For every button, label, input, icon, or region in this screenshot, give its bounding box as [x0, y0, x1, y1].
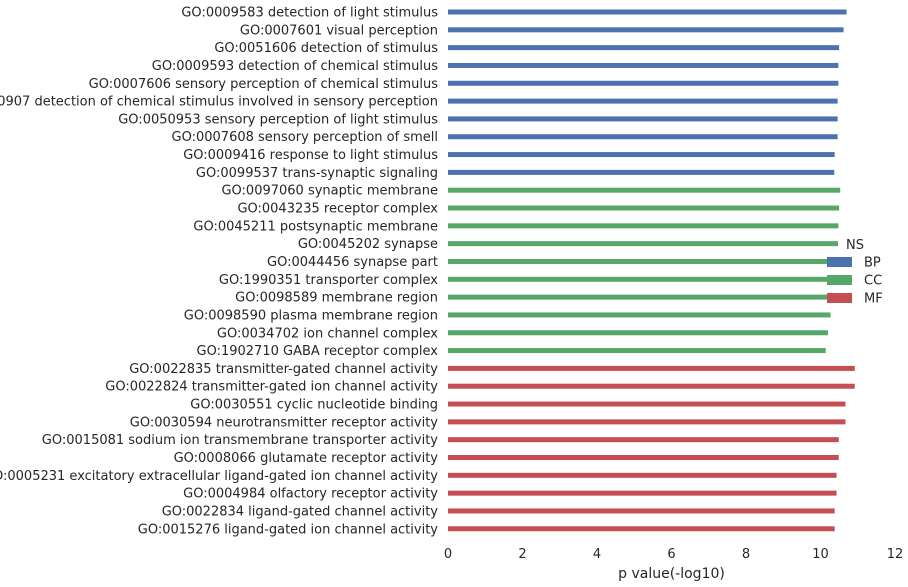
- bar-bp: [448, 152, 835, 158]
- bar-mf: [448, 526, 835, 532]
- bar-cc: [448, 258, 834, 264]
- x-tick-label: 4: [593, 547, 601, 562]
- legend-label-bp: BP: [864, 256, 881, 271]
- x-tick-label: 6: [667, 547, 675, 562]
- category-label: GO:0009593 detection of chemical stimulu…: [152, 59, 438, 74]
- category-label: GO:0034702 ion channel complex: [217, 326, 438, 341]
- bar-mf: [448, 472, 837, 478]
- bar-bp: [448, 169, 835, 175]
- category-label: GO:0098590 plasma membrane region: [184, 308, 438, 323]
- category-label: GO:0030594 neurotransmitter receptor act…: [130, 415, 439, 430]
- bar-mf: [448, 401, 846, 407]
- category-label: GO:0099537 trans-synaptic signaling: [196, 166, 438, 181]
- category-label: GO:0022835 transmitter-gated channel act…: [129, 362, 438, 377]
- category-label: GO:0007601 visual perception: [240, 23, 438, 38]
- bar-mf: [448, 383, 855, 389]
- x-axis-title: p value(-log10): [618, 566, 725, 582]
- bar-cc: [448, 348, 826, 354]
- bar-cc: [448, 276, 834, 282]
- category-label: GO:0022834 ligand-gated channel activity: [162, 504, 439, 519]
- category-label: GO:0015081 sodium ion transmembrane tran…: [42, 433, 438, 448]
- bar-bp: [448, 116, 838, 122]
- bar-cc: [448, 223, 839, 229]
- x-tick-label: 2: [518, 547, 526, 562]
- bar-cc: [448, 205, 840, 211]
- category-label: GO:0005231 excitatory extracellular liga…: [0, 469, 438, 484]
- x-tick-label: 10: [812, 547, 829, 562]
- x-tick-label: 8: [742, 547, 750, 562]
- legend-swatch-bp: [827, 257, 852, 267]
- category-label: GO:0022824 transmitter-gated ion channel…: [105, 380, 438, 395]
- category-label: GO:0097060 synaptic membrane: [221, 184, 438, 199]
- bar-bp: [448, 27, 844, 33]
- category-label: GO:0007606 sensory perception of chemica…: [89, 77, 439, 92]
- bar-bp: [448, 134, 838, 140]
- bar-mf: [448, 508, 835, 514]
- category-label: GO:0015276 ligand-gated ion channel acti…: [138, 522, 439, 537]
- bar-cc: [448, 312, 831, 318]
- category-label: GO:0004984 olfactory receptor activity: [183, 487, 438, 502]
- bar-bp: [448, 98, 838, 104]
- legend-swatch-mf: [827, 293, 852, 303]
- category-label: GO:0008066 glutamate receptor activity: [174, 451, 439, 466]
- category-label: GO:0050953 sensory perception of light s…: [118, 112, 438, 127]
- bar-bp: [448, 45, 840, 51]
- bar-mf: [448, 365, 855, 371]
- category-label: GO:0050907 detection of chemical stimulu…: [0, 95, 438, 110]
- category-label: GO:0045202 synapse: [298, 237, 438, 252]
- x-tick-label: 12: [887, 547, 904, 562]
- bar-bp: [448, 62, 839, 68]
- category-label: GO:0051606 detection of stimulus: [214, 41, 438, 56]
- category-label: GO:0043235 receptor complex: [237, 202, 438, 217]
- bar-bp: [448, 9, 847, 15]
- category-label: GO:0098589 membrane region: [235, 291, 438, 306]
- bar-cc: [448, 294, 832, 300]
- bar-bp: [448, 80, 839, 86]
- bar-cc: [448, 241, 839, 247]
- bar-mf: [448, 455, 839, 460]
- bar-cc: [448, 330, 828, 336]
- x-tick-label: 0: [444, 547, 452, 562]
- category-label: GO:0009583 detection of light stimulus: [181, 6, 438, 21]
- bar-mf: [448, 490, 837, 496]
- legend-label-cc: CC: [864, 274, 882, 289]
- category-label: GO:0045211 postsynaptic membrane: [193, 219, 438, 234]
- bar-mf: [448, 437, 839, 443]
- category-label: GO:0044456 synapse part: [267, 255, 438, 270]
- legend-title: NS: [846, 238, 864, 253]
- bars-layer: [448, 9, 855, 532]
- bar-mf: [448, 419, 846, 425]
- category-label: GO:0007608 sensory perception of smell: [172, 130, 438, 145]
- legend-swatch-cc: [827, 275, 852, 285]
- legend: NS BP CC MF: [827, 238, 883, 307]
- bar-cc: [448, 187, 841, 193]
- category-label: GO:1902710 GABA receptor complex: [197, 344, 439, 359]
- category-labels: GO:0009583 detection of light stimulus GO…: [0, 6, 438, 538]
- legend-label-mf: MF: [864, 292, 883, 307]
- category-label: GO:1990351 transporter complex: [219, 273, 438, 288]
- category-label: GO:0009416 response to light stimulus: [183, 148, 438, 163]
- x-axis: p value(-log10) 0 2 4 6 8 10 12: [444, 547, 903, 582]
- category-label: GO:0030551 cyclic nucleotide binding: [190, 398, 438, 413]
